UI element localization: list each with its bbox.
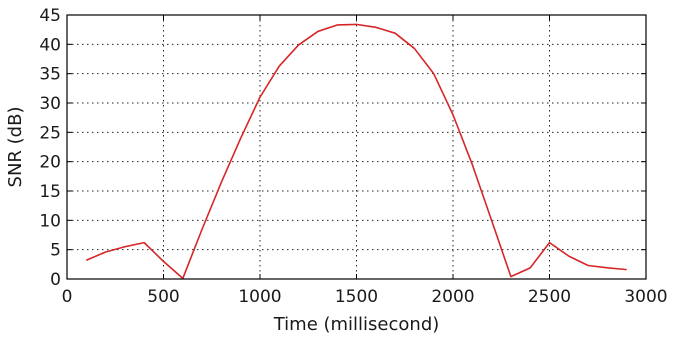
x-tick-label: 0: [62, 287, 73, 307]
x-tick-label: 3000: [624, 287, 667, 307]
y-tick-label: 25: [39, 123, 61, 143]
y-tick-label: 15: [39, 182, 61, 202]
plot-frame: [66, 14, 647, 280]
y-tick-label: 35: [39, 65, 61, 85]
x-axis-title: Time (millisecond): [273, 314, 440, 335]
x-tick-label: 2000: [431, 287, 474, 307]
tick-marks: [66, 14, 647, 280]
y-tick-label: 20: [39, 153, 61, 173]
series-layer: [85, 23, 627, 280]
y-tick-label: 5: [50, 241, 61, 261]
y-tick-labels: 0 5 10 15 20 25 30 35 40 45: [39, 6, 61, 290]
y-tick-label: 30: [39, 94, 61, 114]
grid-lines: [67, 15, 646, 279]
x-tick-label: 2500: [528, 287, 571, 307]
y-tick-label: 40: [39, 35, 61, 55]
x-tick-label: 1000: [238, 287, 281, 307]
snr-series-line: [85, 23, 627, 280]
y-tick-label: 0: [50, 270, 61, 290]
x-tick-labels: 0 500 1000 1500 2000 2500 3000: [62, 287, 668, 307]
x-tick-label: 500: [147, 287, 179, 307]
y-tick-label: 45: [39, 6, 61, 26]
y-axis-title: SNR (dB): [5, 107, 26, 188]
x-tick-label: 1500: [335, 287, 378, 307]
y-tick-label: 10: [39, 211, 61, 231]
